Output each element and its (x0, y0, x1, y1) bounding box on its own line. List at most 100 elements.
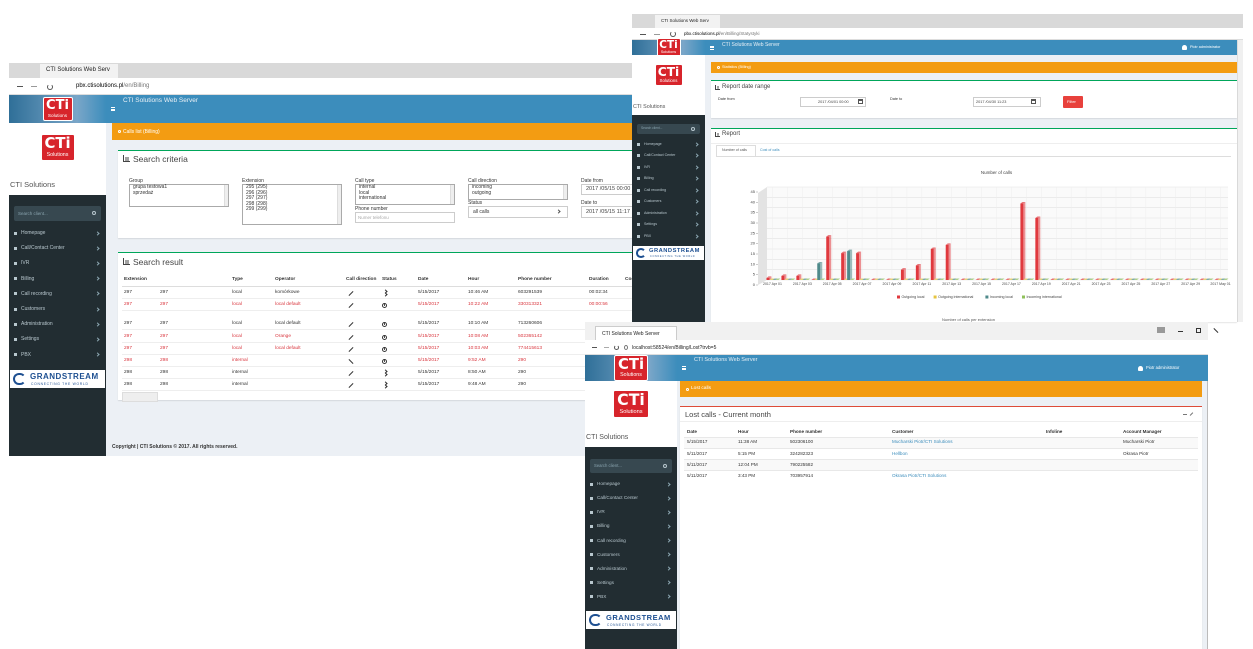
menu-item[interactable]: Settings (597, 579, 614, 585)
menu-item[interactable]: Call recording (644, 187, 667, 192)
minimize-button[interactable] (1178, 331, 1183, 332)
forward-button[interactable] (31, 86, 37, 87)
menu-item[interactable]: PBX (21, 351, 32, 358)
listbox-option[interactable]: sprzedaż (133, 189, 154, 196)
bar-top (1169, 278, 1175, 280)
legend-swatch (985, 295, 989, 299)
phone-input[interactable] (355, 212, 455, 223)
menu-icon (637, 165, 640, 169)
table-cell: 297 (160, 302, 169, 308)
menu-item[interactable]: Administration (644, 210, 667, 215)
url-path: /en/Billing (123, 82, 150, 89)
status-select[interactable] (468, 206, 568, 218)
listbox-option[interactable]: internal (359, 184, 376, 190)
menu-item[interactable]: Settings (21, 336, 40, 343)
back-button[interactable] (17, 86, 23, 87)
maximize-button[interactable] (1196, 328, 1201, 333)
menu-item[interactable]: IVR (644, 164, 650, 169)
menu-item[interactable]: Customers (597, 551, 620, 557)
button-label[interactable]: Filter (1067, 98, 1076, 104)
menu-item[interactable]: PBX (644, 233, 652, 238)
menu-item[interactable]: Customers (21, 306, 46, 312)
menu-item[interactable]: IVR (21, 260, 30, 267)
close-button[interactable] (1213, 327, 1219, 333)
url[interactable]: localhost:58524/en/Billing/Lost?trvb=5 (632, 344, 717, 351)
collapse-button[interactable] (1183, 413, 1187, 415)
bar-top (1038, 278, 1044, 280)
legend-label: Incoming international (1027, 295, 1062, 299)
refresh-button[interactable] (670, 31, 676, 37)
filter-button[interactable] (1063, 96, 1083, 108)
menu-item[interactable]: Administration (21, 321, 53, 328)
listbox-option[interactable]: 296 (296) (246, 189, 268, 196)
menu-item[interactable]: Customers (644, 199, 662, 204)
table-cell: 5/15/2017 (418, 290, 440, 296)
listbox[interactable] (242, 184, 342, 225)
menu-item[interactable]: Homepage (597, 481, 620, 487)
menu-item[interactable]: Settings (644, 222, 657, 227)
listbox-option[interactable]: 297 (297) (246, 195, 268, 201)
customer-link[interactable]: Mucharski Piotr/CTI Solutions (892, 439, 953, 445)
menu-item[interactable]: Call recording (21, 290, 52, 297)
pager[interactable] (122, 392, 158, 402)
listbox-option[interactable]: international (359, 195, 387, 201)
tab-active[interactable] (716, 145, 756, 156)
logo-subtext: Solutions (620, 372, 642, 379)
listbox-option[interactable]: local (359, 189, 370, 196)
menu-item[interactable]: PBX (597, 593, 607, 599)
tab-title[interactable]: CTI Solutions Web Serv (46, 66, 110, 73)
menu-item[interactable]: Homepage (644, 141, 662, 146)
refresh-button[interactable] (47, 83, 53, 90)
menu-item[interactable]: IVR (597, 509, 605, 515)
back-button[interactable] (640, 33, 646, 35)
listbox-option[interactable]: 295 (295) (246, 184, 268, 190)
url[interactable]: pbx.ctisolutions.pl/en/Billing (76, 83, 149, 90)
brand-icon (589, 613, 602, 627)
menu-item[interactable]: Billing (597, 523, 610, 529)
listbox-option[interactable]: 299 (299) (246, 206, 268, 212)
tab-title[interactable]: CTI Solutions Web Server (602, 331, 660, 337)
menu-item[interactable]: Call/Contact Center (644, 153, 676, 158)
listbox[interactable] (355, 184, 455, 205)
menu-item[interactable]: Homepage (21, 230, 46, 236)
listbox-option[interactable]: incoming (472, 184, 493, 190)
listbox-option[interactable]: outgoing (472, 189, 492, 196)
menu-item[interactable]: Call/Contact Center (21, 245, 65, 252)
brand-icon (13, 372, 26, 386)
menu-item[interactable]: Call/Contact Center (597, 495, 638, 501)
customer-link[interactable]: Okrasa Piotr/CTI Solutions (892, 473, 947, 479)
url[interactable]: pbx.ctisolutions.pl/en/Billing/Statystyk… (684, 31, 760, 36)
refresh-button[interactable] (614, 344, 619, 350)
search-box[interactable] (590, 459, 672, 473)
forward-button[interactable] (654, 33, 660, 35)
date-input[interactable] (800, 97, 866, 107)
tab-title[interactable]: CTI Solutions Web Serv (661, 18, 709, 24)
tab-label[interactable]: Number of calls (722, 148, 747, 153)
table-cell: 9:48 AM (468, 382, 486, 388)
listbox-option[interactable]: 298 (298) (246, 200, 268, 207)
customer-link[interactable]: Hellbon (892, 450, 908, 456)
footer: Copyright | CTI Solutions © 2017. All ri… (112, 444, 238, 450)
search-box[interactable] (14, 206, 101, 221)
browser-tab[interactable] (595, 326, 677, 340)
browser-tab[interactable] (655, 15, 720, 28)
menu-item[interactable]: Call recording (597, 537, 626, 543)
menu-item[interactable]: Billing (21, 275, 35, 282)
status-icon (382, 321, 387, 327)
listbox[interactable] (129, 184, 229, 207)
search-box[interactable] (637, 124, 700, 134)
date-input[interactable] (973, 97, 1041, 107)
listbox-option[interactable]: grupa testowa1 (133, 184, 168, 190)
listbox[interactable] (468, 184, 568, 200)
tab-label[interactable]: Cost of calls (760, 148, 780, 153)
table-cell: 298 (124, 370, 133, 376)
menu-item[interactable]: Administration (597, 565, 627, 571)
logo-subtext: Solutions (47, 112, 68, 118)
browser-tab[interactable] (40, 64, 118, 78)
bar-top (1175, 278, 1181, 280)
menu-item[interactable]: Billing (644, 176, 654, 181)
forward-button[interactable] (604, 347, 609, 348)
back-button[interactable] (592, 347, 597, 348)
user-name[interactable]: Piotr administrator (1190, 45, 1221, 50)
user-name[interactable]: Piotr administrator (1146, 364, 1180, 370)
